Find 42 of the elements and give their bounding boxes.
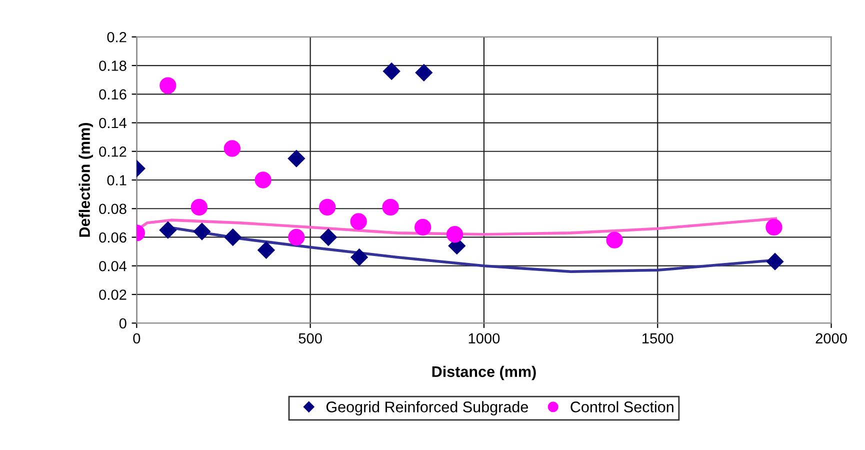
point [288, 150, 305, 168]
y-tick-label: 0.08 [99, 204, 126, 214]
y-tick-label: 0.12 [99, 146, 126, 157]
y-tick-label: 0.04 [99, 260, 127, 272]
x-tick-label: 500 [298, 333, 322, 344]
x-tick-label: 1500 [642, 333, 674, 344]
x-tick-label: 1000 [468, 333, 500, 344]
point [319, 198, 336, 216]
y-tick-label: 0.1 [107, 175, 126, 186]
y-tick-label: 0.16 [99, 89, 126, 100]
y-tick-label: 0 [119, 318, 126, 329]
point [159, 222, 176, 239]
point [190, 198, 208, 216]
x-axis-title: Distance (mm) [432, 366, 536, 380]
point [766, 253, 784, 270]
point [446, 226, 464, 243]
point [224, 140, 241, 157]
x-tick-label: 2000 [816, 333, 847, 344]
point [382, 198, 399, 216]
point [414, 218, 432, 236]
point [350, 213, 367, 230]
legend-label: Geogrid Reinforced Subgrade [326, 401, 528, 416]
point [320, 228, 337, 246]
y-tick-label: 0.02 [99, 290, 126, 300]
point [224, 228, 242, 246]
point [383, 62, 400, 80]
y-tick-label: 0.2 [107, 32, 126, 42]
point [415, 64, 432, 82]
y-tick-label: 0.18 [99, 60, 126, 71]
legend-label: Control Section [570, 401, 674, 412]
point [350, 248, 368, 266]
y-tick-label: 0.06 [99, 232, 126, 243]
x-tick-label: 0 [133, 333, 140, 344]
point [254, 172, 272, 188]
y-tick-label: 0.14 [99, 118, 127, 128]
point [766, 218, 782, 236]
point [193, 222, 211, 240]
point [160, 77, 176, 94]
point [258, 242, 275, 259]
point [606, 232, 623, 248]
y-axis-title: Deflection (mm) [78, 123, 94, 237]
point [288, 228, 305, 246]
